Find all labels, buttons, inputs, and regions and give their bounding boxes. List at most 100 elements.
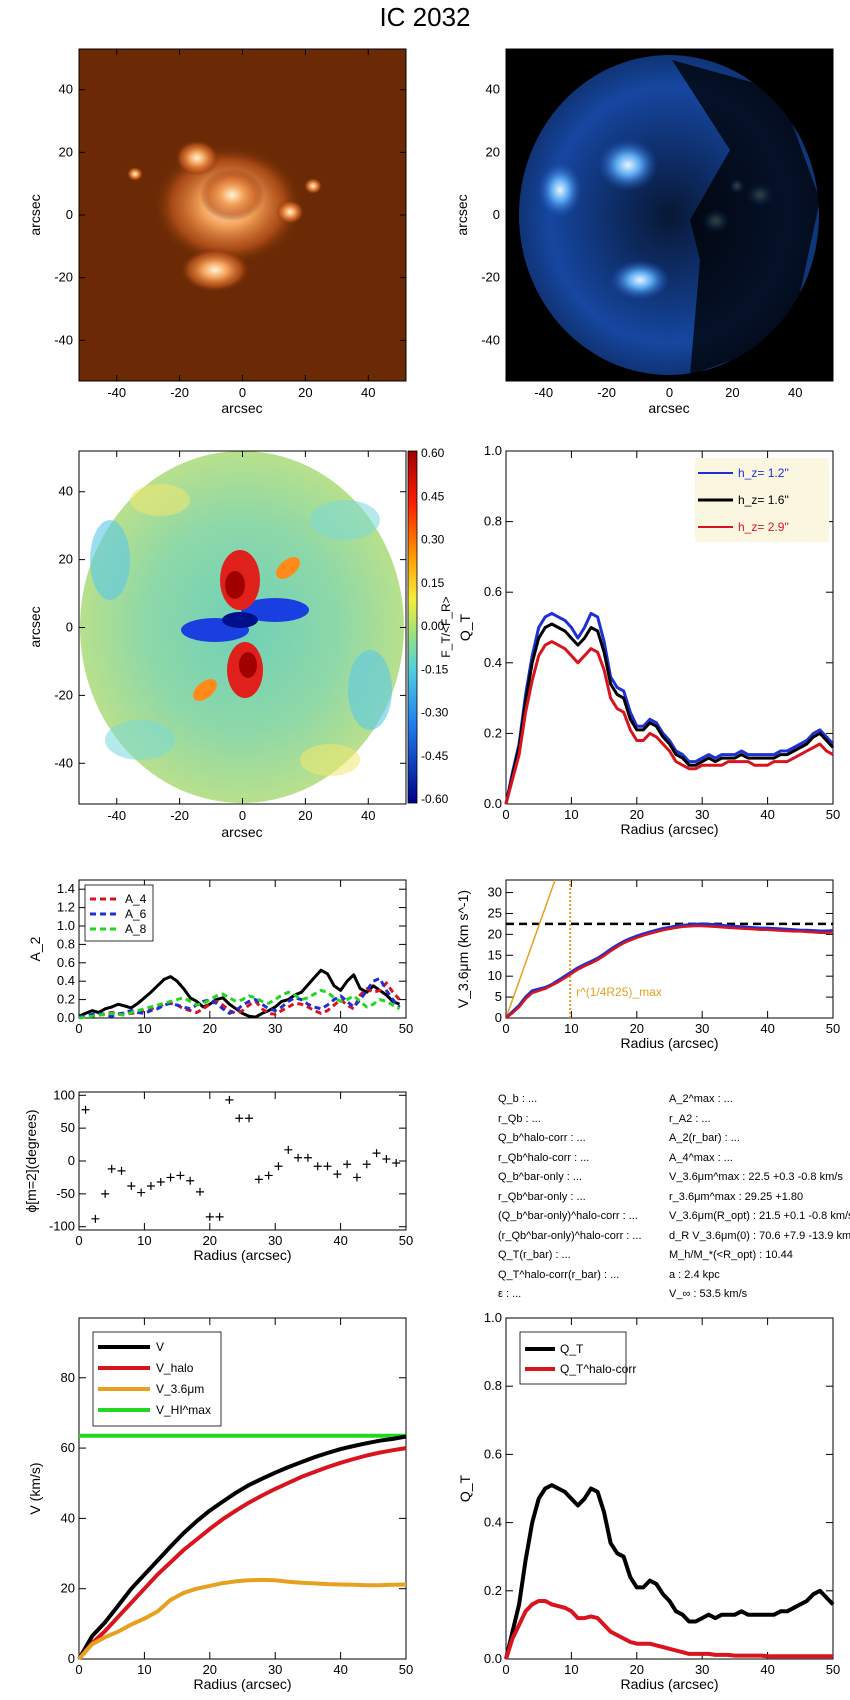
image-2-axes: -40 -40 -20 -20 0 0 20 20 40 40	[481, 49, 833, 400]
qt-hz-chart: 0 10 20 30 40 50 0.0 0.2 0.4 0.6 0.8 1.0 Radius (arc…	[457, 443, 840, 837]
y-tick-label: 20	[61, 1581, 75, 1596]
x-tick-label: 20	[630, 1021, 644, 1036]
info-left-column: Q_b : ... r_Qb : ... Q_b^halo-corr : ... r_…	[498, 1090, 642, 1305]
plot-frame	[78, 1091, 407, 1231]
image-2-ylabel: arcsec	[454, 194, 470, 235]
y-tick-label: -100	[49, 1219, 75, 1234]
y-axis-label: A_2	[27, 936, 43, 961]
image-1-ylabel: arcsec	[27, 194, 43, 235]
x-tick-label: 0	[502, 1021, 509, 1036]
image-2-shadow	[672, 60, 820, 375]
x-tick-label: 40	[333, 1662, 347, 1677]
x-tick-label: 30	[268, 1233, 282, 1248]
phase-point	[215, 1212, 224, 1221]
info-line: r_A2 : ...	[669, 1112, 711, 1125]
x-tick-label: 10	[137, 1233, 151, 1248]
ratio-map-axes: -40 -40 -20 -20 0 0 20 20 40 40	[54, 451, 406, 823]
x-tick-label: 30	[695, 807, 709, 822]
series-line	[504, 611, 835, 805]
plot-frame	[505, 879, 834, 1019]
ratio-map-xlabel: arcsec	[221, 824, 262, 840]
y-tick-label: 15	[488, 947, 502, 962]
image-panel-2: -40 -40 -20 -20 0 0 20 20 40 40 arcsec arcsec	[454, 48, 834, 416]
y-tick-label: 0.6	[484, 584, 502, 599]
x-tick-label: 50	[399, 1662, 413, 1677]
x-tick-label: 0	[75, 1662, 82, 1677]
x-tick-label: -40	[107, 385, 126, 400]
info-line: Q_b : ...	[498, 1093, 538, 1105]
x-axis-label: Radius (arcsec)	[193, 1676, 291, 1692]
phase-point	[235, 1114, 244, 1123]
legend-label: A_6	[125, 907, 147, 921]
legend-label: A_8	[125, 922, 147, 936]
x-tick-label: 40	[333, 1021, 347, 1036]
colorbar-tick-label: 0.00	[421, 619, 445, 633]
series-line	[504, 922, 834, 1020]
y-tick-label: 40	[59, 82, 73, 97]
plot-frame	[78, 879, 407, 1019]
colorbar-tick-label: -0.30	[421, 706, 449, 720]
series-line	[504, 640, 834, 805]
y-tick-label: 0	[66, 620, 73, 635]
x-tick-label: 10	[564, 1662, 578, 1677]
phase-point	[107, 1164, 116, 1173]
info-line: A_2(r_bar) : ...	[669, 1132, 740, 1144]
phase-point	[225, 1095, 234, 1104]
x-tick-label: 0	[502, 1662, 509, 1677]
phase-point	[156, 1178, 165, 1187]
x-tick-label: 10	[564, 807, 578, 822]
x-tick-label: 20	[630, 1662, 644, 1677]
y-tick-label: 100	[53, 1087, 75, 1102]
y-tick-label: -40	[54, 332, 73, 347]
page-title: IC 2032	[379, 2, 471, 32]
x-tick-label: 20	[203, 1233, 217, 1248]
y-axis-label: Q_T	[457, 1474, 473, 1502]
x-tick-label: 10	[137, 1662, 151, 1677]
info-line: a : 2.4 kpc	[669, 1268, 720, 1281]
y-tick-label: 5	[495, 989, 502, 1004]
info-line: A_2^max : ...	[669, 1093, 733, 1105]
x-axis-label: Radius (arcsec)	[193, 1247, 291, 1263]
legend-label: Q_T	[560, 1342, 584, 1356]
x-tick-label: 0	[239, 385, 246, 400]
y-tick-label: -20	[54, 270, 73, 285]
phase-point	[101, 1189, 110, 1198]
y-tick-label: 0.0	[484, 1651, 502, 1666]
info-line: (Q_b^bar-only)^halo-corr : ...	[498, 1210, 638, 1222]
info-right-column: A_2^max : ... r_A2 : ... A_2(r_bar) : ... A…	[669, 1090, 850, 1305]
plot-frame	[505, 1317, 834, 1660]
y-tick-label: 50	[61, 1120, 75, 1135]
x-tick-label: 40	[361, 385, 375, 400]
info-line: V_3.6μm(R_opt) : 21.5 +0.1 -0.8 km/s	[669, 1210, 850, 1222]
phase-point	[91, 1214, 100, 1223]
series-line-dashed	[78, 988, 401, 1020]
legend-label: V_halo	[156, 1361, 194, 1375]
x-tick-label: -20	[170, 808, 189, 823]
y-tick-label: 1.2	[57, 900, 75, 915]
info-line: V_3.6μm^max : 22.5 +0.3 -0.8 km/s	[669, 1171, 843, 1183]
galaxy-emission-orange	[127, 140, 322, 292]
colorbar-label: F_T/<F_R>	[439, 596, 453, 657]
info-line: Q_T^halo-corr(r_bar) : ...	[498, 1268, 620, 1281]
phase-point	[176, 1171, 185, 1180]
phase-point	[303, 1153, 312, 1162]
x-tick-label: 20	[298, 808, 312, 823]
y-tick-label: -40	[54, 755, 73, 770]
x-tick-label: -20	[170, 385, 189, 400]
x-tick-label: 30	[268, 1662, 282, 1677]
phase-point	[323, 1162, 332, 1171]
phase-point	[294, 1153, 303, 1162]
phase-point	[81, 1105, 90, 1114]
x-tick-label: -40	[534, 385, 553, 400]
x-tick-label: 30	[695, 1021, 709, 1036]
series-line	[77, 1577, 407, 1661]
ratio-map-ylabel: arcsec	[27, 606, 43, 647]
series-line-dashed	[78, 981, 401, 1019]
phase-point	[137, 1188, 146, 1197]
y-tick-label: 0.2	[484, 725, 502, 740]
y-tick-label: -50	[56, 1186, 75, 1201]
colorbar-tick-label: -0.45	[421, 749, 449, 763]
y-tick-label: 0.8	[57, 936, 75, 951]
legend-label: V_HI^max	[156, 1403, 211, 1417]
